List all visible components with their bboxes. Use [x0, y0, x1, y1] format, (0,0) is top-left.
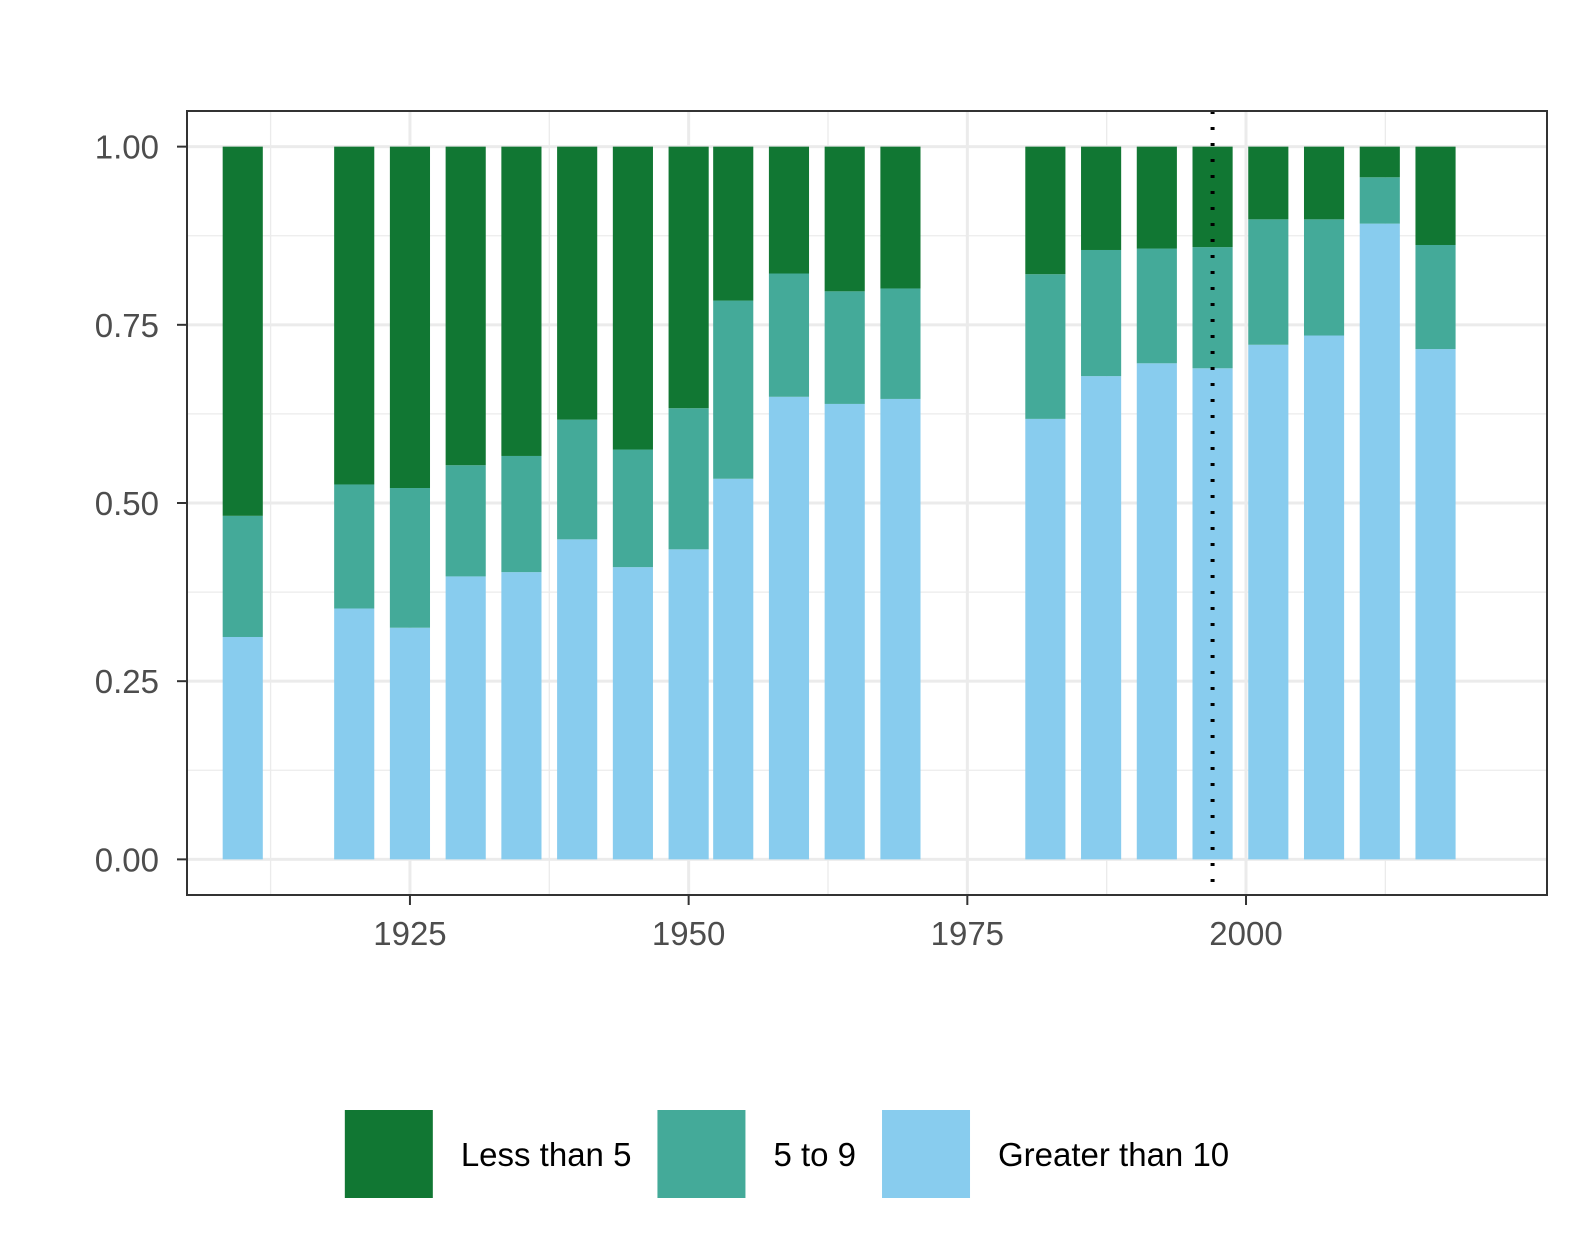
bar-segment	[612, 449, 653, 568]
bar-segment	[334, 608, 375, 860]
y-tick-label: 0.75	[95, 307, 159, 344]
legend-label: Greater than 10	[998, 1136, 1229, 1173]
bar-segment	[1025, 418, 1066, 860]
bar-segment	[1136, 248, 1177, 364]
bar-segment	[880, 288, 921, 399]
legend-key	[344, 1110, 433, 1198]
bar-segment	[222, 515, 263, 637]
bar-segment	[445, 576, 486, 860]
bar-segment	[557, 419, 598, 540]
bar-segment	[222, 146, 263, 516]
bar-segment	[1192, 368, 1233, 860]
bar-segment	[501, 146, 542, 456]
bar-segment	[445, 465, 486, 577]
axes: 0.00 0.25 0.50 0.75 1.00 1925 1950 1975 2000	[95, 129, 1283, 952]
bar-segment	[668, 408, 709, 550]
bar-segment	[1136, 146, 1177, 249]
x-tick-label: 1975	[931, 915, 1004, 952]
bar-segment	[1359, 146, 1400, 178]
bar-segment	[334, 146, 375, 485]
bar-segment	[222, 636, 263, 860]
bar-segment	[1025, 146, 1066, 275]
bars	[222, 146, 1456, 860]
bar-segment	[1415, 146, 1456, 245]
y-tick-label: 0.25	[95, 663, 159, 700]
bar-segment	[612, 567, 653, 860]
bar-segment	[768, 273, 810, 397]
bar-segment	[1415, 349, 1456, 860]
bar-segment	[1192, 146, 1233, 248]
legend-key	[882, 1110, 971, 1198]
legend-key	[657, 1110, 746, 1198]
bar-segment	[1025, 274, 1066, 419]
bar-segment	[1359, 177, 1400, 224]
bar-segment	[389, 146, 431, 489]
bar-segment	[713, 300, 754, 479]
bar-segment	[1081, 146, 1122, 250]
bar-segment	[501, 455, 542, 573]
y-tick-label: 1.00	[95, 129, 159, 166]
y-tick-label: 0.00	[95, 841, 159, 878]
bar-segment	[1248, 344, 1289, 860]
x-tick-label: 2000	[1209, 915, 1282, 952]
y-tick-label: 0.50	[95, 485, 159, 522]
bar-segment	[824, 146, 865, 292]
legend-label: Less than 5	[461, 1136, 632, 1173]
bar-segment	[557, 539, 598, 860]
bar-segment	[668, 549, 709, 860]
bar-segment	[1248, 146, 1289, 220]
legend-label: 5 to 9	[773, 1136, 856, 1173]
bar-segment	[880, 398, 921, 860]
legend: Less than 5 5 to 9 Greater than 10	[344, 1110, 1229, 1198]
bar-segment	[1248, 219, 1289, 345]
bar-segment	[334, 484, 375, 609]
bar-segment	[445, 146, 486, 466]
bar-segment	[1081, 249, 1122, 377]
bar-segment	[557, 146, 598, 420]
bar-segment	[1303, 219, 1345, 336]
bar-segment	[501, 572, 542, 860]
bar-segment	[824, 403, 865, 860]
x-tick-label: 1925	[373, 915, 446, 952]
x-tick-label: 1950	[652, 915, 725, 952]
bar-segment	[389, 488, 431, 628]
bar-segment	[1303, 335, 1345, 860]
bar-segment	[713, 478, 754, 860]
bar-segment	[612, 146, 653, 450]
bar-segment	[1081, 376, 1122, 860]
bar-segment	[824, 291, 865, 404]
bar-segment	[1303, 146, 1345, 220]
bar-segment	[713, 146, 754, 301]
bar-segment	[389, 627, 431, 860]
bar-segment	[1415, 244, 1456, 350]
bar-segment	[880, 146, 921, 289]
bar-segment	[768, 396, 810, 860]
bar-segment	[768, 146, 810, 274]
bar-segment	[1192, 247, 1233, 369]
bar-segment	[1136, 363, 1177, 860]
bar-segment	[1359, 223, 1400, 860]
bar-segment	[668, 146, 709, 409]
